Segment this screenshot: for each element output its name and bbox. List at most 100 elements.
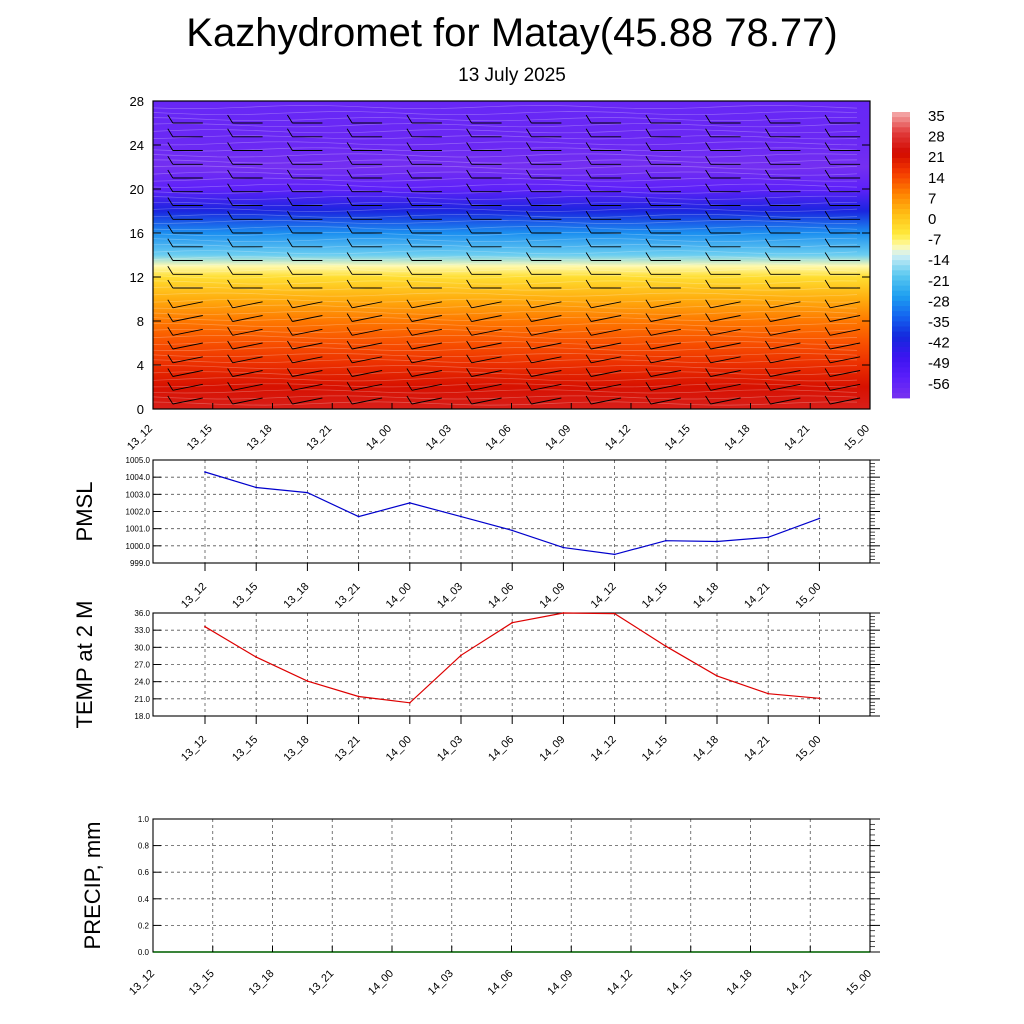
temp-xtick-label: 14_12 <box>589 734 619 764</box>
wind-barb <box>227 169 263 179</box>
heatmap-xtick-label: 13_21 <box>304 423 334 453</box>
temp-point <box>613 612 616 615</box>
wind-barb <box>287 142 323 151</box>
wind-barb <box>167 382 203 391</box>
wind-barb <box>167 128 203 138</box>
wind-barb <box>406 279 442 289</box>
temp-point <box>357 695 360 698</box>
wind-barb <box>645 211 681 220</box>
wind-barb <box>824 142 861 151</box>
wind-barb <box>765 340 801 350</box>
wind-barb <box>824 183 861 193</box>
heatmap-xtick-label: 14_06 <box>484 423 514 453</box>
contour-line <box>152 238 858 243</box>
wind-barb <box>346 368 383 377</box>
heatmap-xtick-label: 13_15 <box>185 423 215 453</box>
pmsl-xtick-label: 13_15 <box>230 581 260 611</box>
wind-barb <box>645 327 681 336</box>
contour-line <box>152 159 858 164</box>
wind-barb <box>765 368 801 377</box>
colorbar-segment <box>892 117 910 123</box>
colorbar-segment <box>892 285 910 292</box>
wind-barb <box>585 211 622 220</box>
wind-barb <box>585 156 622 165</box>
pmsl-point <box>613 553 616 556</box>
wind-barb <box>167 299 203 309</box>
contour-line <box>152 256 858 261</box>
wind-barb <box>824 169 861 179</box>
wind-barb <box>227 142 263 151</box>
contour-line <box>152 220 857 224</box>
wind-barb <box>167 252 203 261</box>
colorbar-segment <box>892 336 910 343</box>
wind-barb <box>287 395 323 405</box>
precip-xtick-label: 13_21 <box>306 968 336 998</box>
colorbar-tick-label: 7 <box>928 190 936 207</box>
wind-barb <box>466 354 502 364</box>
heatmap-xtick-label: 14_12 <box>603 423 633 453</box>
wind-barb <box>526 327 562 336</box>
heatmap-xtick-label: 14_09 <box>543 423 573 453</box>
wind-barb <box>526 382 562 391</box>
colorbar-segment <box>892 357 910 363</box>
wind-barb <box>227 354 263 364</box>
precip-xtick-label: 13_15 <box>187 968 217 998</box>
contour-line <box>152 153 858 158</box>
colorbar-segment <box>892 219 910 225</box>
wind-barb <box>526 299 562 309</box>
wind-barb <box>765 266 801 275</box>
colorbar-segment <box>892 255 910 261</box>
contour-line <box>152 298 858 303</box>
wind-barb <box>466 224 502 234</box>
colorbar-segment <box>892 183 910 190</box>
wind-barb <box>406 238 442 248</box>
colorbar-segment <box>892 203 910 210</box>
colorbar-segment <box>892 275 910 281</box>
wind-barb <box>346 382 383 391</box>
pmsl-xtick-label: 14_06 <box>486 581 516 611</box>
heatmap-xtick-label: 13_12 <box>125 423 155 453</box>
wind-barb <box>466 313 502 322</box>
colorbar-segment <box>892 163 910 169</box>
wind-barb <box>526 340 562 350</box>
wind-barb <box>406 169 442 179</box>
colorbar-tick-label: -56 <box>928 376 950 393</box>
pmsl-xtick-label: 14_15 <box>640 581 670 611</box>
wind-barb <box>765 114 801 124</box>
wind-barb <box>585 114 622 124</box>
wind-barb <box>645 395 681 405</box>
pmsl-xtick-label: 15_00 <box>793 581 823 611</box>
wind-barb <box>705 211 741 220</box>
wind-barb <box>645 313 681 322</box>
temp-xtick-label: 13_12 <box>179 734 209 764</box>
wind-barb <box>705 114 741 124</box>
pmsl-xtick-label: 14_18 <box>691 581 721 611</box>
heatmap-ytick-label: 28 <box>130 94 144 109</box>
pmsl-ytick-label: 1005.0 <box>126 456 151 465</box>
colorbar-segment <box>892 137 910 144</box>
wind-barb <box>824 197 861 206</box>
colorbar-segment <box>892 311 910 317</box>
wind-barb <box>585 183 622 193</box>
contour-line <box>152 226 858 230</box>
wind-barb <box>406 211 442 220</box>
precip-ytick-label: 0.4 <box>138 895 150 904</box>
wind-barb <box>287 252 323 261</box>
temp-xtick-label: 14_00 <box>384 734 414 764</box>
colorbar-segment <box>892 188 910 195</box>
colorbar-segment <box>892 239 910 246</box>
pmsl-xtick-label: 13_21 <box>333 581 363 611</box>
contour-line <box>152 292 858 297</box>
colorbar-segment <box>892 142 910 149</box>
wind-barb <box>167 354 203 364</box>
wind-barb <box>645 279 681 289</box>
page-subtitle: 13 July 2025 <box>458 65 566 86</box>
colorbar-segment <box>892 244 910 251</box>
colorbar-tick-label: 14 <box>928 170 945 187</box>
wind-barb <box>705 142 741 151</box>
wind-barb <box>585 197 622 206</box>
temp-ylabel: TEMP at 2 M <box>72 601 97 729</box>
wind-barb <box>346 128 383 138</box>
contour-line <box>152 214 858 218</box>
wind-barb <box>406 354 442 364</box>
